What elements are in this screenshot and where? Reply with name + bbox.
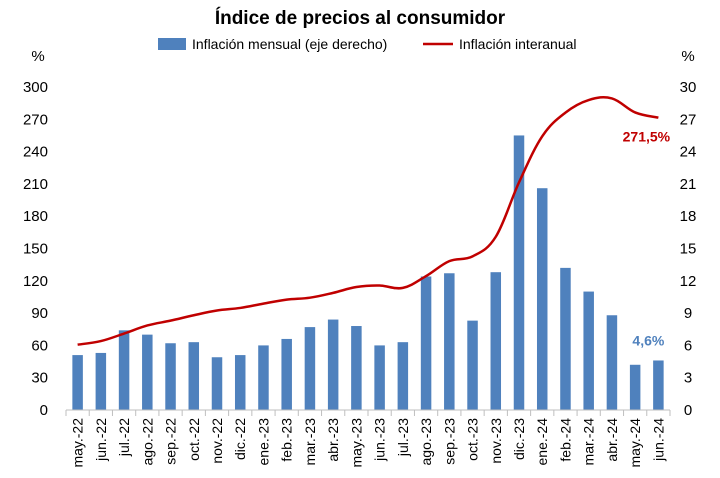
y-left-tick-label: 180	[23, 208, 48, 225]
y-right-axis: 0 3 6 9 12 15 18 21 24 27 30	[680, 79, 697, 419]
y-right-tick-label: 21	[680, 176, 697, 193]
y-left-tick-label: 30	[31, 370, 48, 387]
x-tick-label: sep.-22	[163, 418, 179, 465]
y-left-tick-label: 150	[23, 241, 48, 258]
x-tick-label: ago.-23	[418, 418, 434, 466]
y-right-tick-label: 27	[680, 111, 697, 128]
bar-ene.-23	[258, 345, 269, 410]
bar-mar.-24	[583, 291, 594, 410]
bar-oct.-23	[467, 320, 478, 410]
bar-abr.-24	[606, 315, 618, 410]
bar-may.-22	[72, 355, 83, 410]
bar-jun.-24	[653, 360, 664, 410]
y-left-tick-label: 270	[23, 111, 48, 128]
x-tick-label: jul.-22	[116, 418, 132, 457]
x-tick-label: sep.-23	[441, 418, 457, 465]
x-tick-label: nov.-22	[209, 418, 225, 464]
x-tick-label: abr.-23	[325, 418, 341, 462]
bar-mar.-23	[304, 327, 316, 410]
y-right-tick-label: 12	[680, 273, 697, 290]
y-left-axis: 0 30 60 90 120 150 180 210 240 270 300	[23, 79, 48, 419]
line-series-interanual	[77, 96, 659, 346]
chart-title: Índice de precios al consumidor	[215, 7, 506, 29]
legend-label-line: Inflación interanual	[459, 36, 577, 52]
bar-jul.-23	[397, 342, 409, 410]
x-axis: may.-22 jun.-22 jul.-22 ago.-22 sep.-22 oct.-…	[65, 410, 671, 468]
bar-ago.-22	[142, 334, 153, 410]
annotation-mensual-last: 4,6%	[632, 332, 664, 348]
y-left-tick-label: 120	[23, 273, 48, 290]
x-tick-label: may.-23	[348, 418, 364, 468]
x-tick-label: abr.-24	[604, 418, 620, 462]
bar-feb.-23	[281, 338, 292, 410]
bar-dic.-23	[513, 135, 525, 410]
bar-sep.-22	[165, 343, 176, 410]
y-right-tick-label: 6	[684, 337, 692, 354]
annotation-interanual-last: 271,5%	[623, 129, 671, 145]
x-tick-label: jul.-23	[395, 418, 411, 457]
bar-jun.-22	[95, 352, 107, 410]
x-tick-label: nov.-23	[488, 418, 504, 464]
y-left-tick-label: 210	[23, 176, 48, 193]
bar-nov.-23	[490, 272, 502, 410]
bar-nov.-22	[211, 357, 223, 410]
legend: Inflación mensual (eje derecho) Inflació…	[158, 36, 577, 52]
y-left-tick-label: 0	[40, 402, 48, 419]
legend-swatch-bar	[158, 38, 186, 50]
x-tick-label: mar.-23	[302, 418, 318, 466]
bar-may.-23	[351, 326, 362, 410]
bar-series	[72, 135, 664, 410]
bar-abr.-23	[327, 319, 339, 410]
x-tick-label: ago.-22	[139, 418, 155, 466]
x-tick-label: oct.-23	[465, 418, 481, 461]
x-tick-label: jun.-24	[650, 418, 666, 462]
x-tick-label: ene.-24	[534, 418, 550, 466]
y-right-tick-label: 3	[684, 370, 692, 387]
y-left-tick-label: 240	[23, 144, 48, 161]
bar-jun.-23	[374, 345, 385, 410]
bar-sep.-23	[444, 273, 455, 410]
x-tick-label: dic.-23	[511, 418, 527, 460]
bar-oct.-22	[188, 342, 200, 410]
y-right-tick-label: 24	[680, 144, 697, 161]
y-right-unit: %	[681, 48, 694, 65]
y-right-tick-label: 9	[684, 305, 692, 322]
y-left-tick-label: 300	[23, 79, 48, 96]
bar-may.-24	[629, 364, 641, 410]
x-tick-label: ene.-23	[255, 418, 271, 466]
y-right-tick-label: 15	[680, 241, 697, 258]
bar-ago.-23	[420, 276, 432, 410]
bar-ene.-24	[536, 188, 548, 410]
y-right-tick-label: 30	[680, 79, 697, 96]
x-tick-label: feb.-23	[279, 418, 295, 462]
y-right-tick-label: 0	[684, 402, 692, 419]
x-tick-label: may.-22	[70, 418, 86, 468]
y-left-tick-label: 60	[31, 337, 48, 354]
x-tick-label: mar.-24	[581, 418, 597, 466]
y-right-tick-label: 18	[680, 208, 697, 225]
x-tick-label: may.-24	[627, 418, 643, 468]
y-left-tick-label: 90	[31, 305, 48, 322]
bar-jul.-22	[118, 330, 130, 410]
x-tick-label: dic.-22	[232, 418, 248, 460]
y-left-unit: %	[31, 48, 44, 65]
x-tick-label: oct.-22	[186, 418, 202, 461]
x-tick-label: jun.-23	[372, 418, 388, 462]
x-tick-label: feb.-24	[557, 418, 573, 462]
legend-label-bar: Inflación mensual (eje derecho)	[192, 36, 387, 52]
x-tick-label: jun.-22	[93, 418, 109, 462]
bar-feb.-24	[560, 267, 571, 410]
bar-dic.-22	[234, 355, 246, 410]
